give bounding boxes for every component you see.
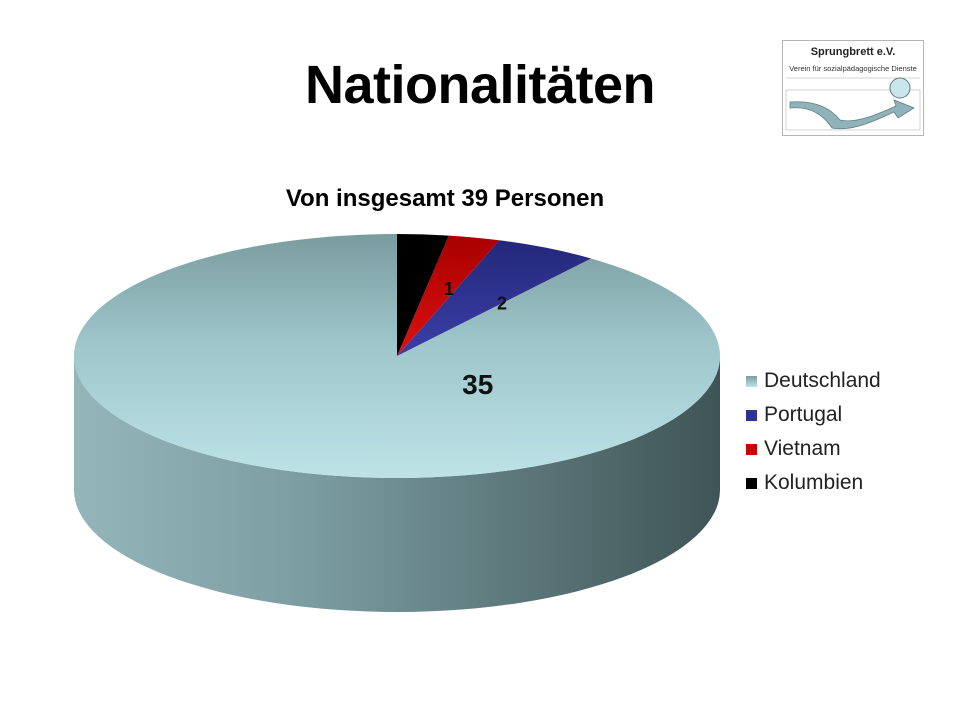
data-label-portugal: 2 <box>497 293 507 313</box>
legend-item-portugal: Portugal <box>746 398 881 432</box>
pie-slice-portugal <box>397 240 592 356</box>
logo: Sprungbrett e.V. Verein für sozialpädago… <box>782 40 924 136</box>
pie-slice-kolumbien <box>397 234 449 356</box>
legend-swatch <box>746 409 757 421</box>
legend-label: Vietnam <box>764 437 841 460</box>
pie-slice-vietnam <box>397 235 500 356</box>
legend-swatch <box>746 443 757 455</box>
legend-item-deutschland: Deutschland <box>746 364 881 398</box>
legend-item-kolumbien: Kolumbien <box>746 466 881 500</box>
slide-title: Nationalitäten <box>0 58 960 112</box>
data-label-deutschland: 35 <box>462 369 493 400</box>
chart-title: Von insgesamt 39 Personen <box>285 185 605 212</box>
data-label-vietnam: 1 <box>444 279 454 299</box>
slide-title-text: Nationalitäten <box>304 55 656 115</box>
logo-name: Sprungbrett e.V. <box>810 46 896 58</box>
legend-label: Deutschland <box>764 369 881 392</box>
pie-side-wall <box>74 356 720 612</box>
logo-subtitle: Verein für sozialpädagogische Dienste <box>789 64 917 73</box>
legend-label: Portugal <box>764 403 843 426</box>
pie-slice-deutschland <box>73 234 721 478</box>
legend-item-vietnam: Vietnam <box>746 432 881 466</box>
legend: Deutschland Portugal Vietnam Kolumbien <box>746 364 881 500</box>
legend-swatch <box>746 375 757 387</box>
legend-swatch <box>746 477 757 489</box>
logo-graphic <box>782 40 924 136</box>
legend-label: Kolumbien <box>764 471 864 494</box>
